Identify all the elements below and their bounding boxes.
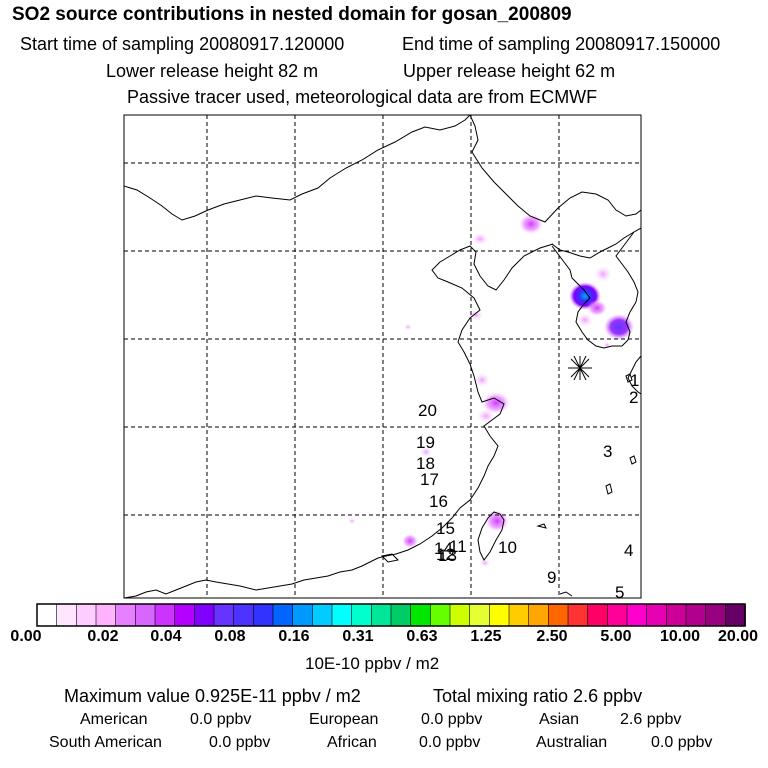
region-south-american-value: 0.0 ppbv <box>209 734 271 751</box>
colorbar-tick: 2.50 <box>536 628 568 645</box>
colorbar-cell <box>292 603 314 627</box>
region-african-value: 0.0 ppbv <box>419 734 481 751</box>
traj-label: 9 <box>547 568 556 587</box>
upper-release-height: Upper release height 62 m <box>403 61 616 81</box>
concentration-field <box>348 214 634 567</box>
colorbar-cell <box>646 603 668 627</box>
colorbar-cell <box>115 603 137 627</box>
map-title: SO2 source contributions in nested domai… <box>12 4 572 25</box>
colorbar <box>36 603 746 627</box>
traj-label: 11 <box>449 537 467 556</box>
colorbar-cell <box>371 603 392 627</box>
traj-label: 13 <box>438 546 457 565</box>
colorbar-frame <box>36 603 746 627</box>
traj-label: 20 <box>418 401 437 420</box>
colorbar-cell <box>272 603 294 627</box>
traj-label: 19 <box>416 433 435 452</box>
region-australian-value: 0.0 ppbv <box>651 734 713 751</box>
colorbar-tick: 0.04 <box>150 628 182 645</box>
colorbar-cell <box>567 603 589 627</box>
colorbar-cell <box>430 603 451 627</box>
colorbar-tick: 0.00 <box>10 628 42 645</box>
traj-label: 17 <box>420 470 439 489</box>
colorbar-tick: 20.00 <box>717 628 759 645</box>
colorbar-cell <box>469 603 491 627</box>
colorbar-cell <box>312 603 333 627</box>
colorbar-cell <box>449 603 471 627</box>
region-european-value: 0.0 ppbv <box>421 711 483 728</box>
colorbar-cell <box>95 603 117 627</box>
colorbar-cell <box>705 603 727 627</box>
colorbar-cell <box>76 603 97 627</box>
colorbar-tick: 0.31 <box>342 628 374 645</box>
colorbar-tick: 0.02 <box>87 628 119 645</box>
start-time: Start time of sampling 20080917.120000 <box>20 34 345 54</box>
colorbar-cell <box>607 603 628 627</box>
colorbar-cell <box>253 603 274 627</box>
colorbar-cell <box>725 603 746 627</box>
colorbar-cell <box>213 603 235 627</box>
region-australian: Australian <box>536 734 608 751</box>
colorbar-tick: 0.16 <box>278 628 310 645</box>
colorbar-cell <box>528 603 550 627</box>
colorbar-cell <box>135 603 156 627</box>
traj-label: 4 <box>624 541 633 560</box>
region-african: African <box>327 734 377 751</box>
region-asian: Asian <box>539 711 580 728</box>
colorbar-cell <box>331 603 353 627</box>
colorbar-cell <box>626 603 648 627</box>
end-time: End time of sampling 20080917.150000 <box>402 34 721 54</box>
map-frame <box>123 114 642 599</box>
colorbar-cell <box>548 603 569 627</box>
colorbar-tick: 0.63 <box>406 628 438 645</box>
colorbar-cell <box>36 603 58 627</box>
region-american-value: 0.0 ppbv <box>190 711 252 728</box>
colorbar-tick: 1.25 <box>470 628 502 645</box>
tracer-note: Passive tracer used, meteorological data… <box>127 87 598 107</box>
colorbar-tick: 5.00 <box>600 628 632 645</box>
colorbar-cell <box>587 603 609 627</box>
colorbar-cell <box>390 603 412 627</box>
traj-label: 16 <box>429 492 448 511</box>
region-south-american: South American <box>49 734 162 751</box>
colorbar-cell <box>154 603 176 627</box>
traj-label: 2 <box>629 388 638 407</box>
colorbar-cell <box>351 603 373 627</box>
colorbar-cell <box>194 603 215 627</box>
colorbar-cell <box>410 603 432 627</box>
lower-release-height: Lower release height 82 m <box>106 61 319 81</box>
maximum-value: Maximum value 0.925E-11 ppbv / m2 <box>64 686 361 706</box>
colorbar-cell <box>233 603 255 627</box>
colorbar-cell <box>508 603 530 627</box>
colorbar-tick: 10.00 <box>659 628 701 645</box>
colorbar-cell <box>489 603 510 627</box>
colorbar-unit: 10E-10 ppbv / m2 <box>305 654 440 673</box>
receptor-star-icon <box>568 355 592 381</box>
colorbar-cell <box>685 603 707 627</box>
traj-label: 18 <box>416 454 435 473</box>
colorbar-cell <box>56 603 78 627</box>
traj-label: 12 <box>436 545 455 564</box>
traj-label: 14 <box>434 539 453 558</box>
traj-label: 3 <box>603 442 612 461</box>
traj-label: 1 <box>630 371 639 390</box>
colorbar-cell <box>666 603 687 627</box>
region-european: European <box>309 711 379 728</box>
traj-label: 5 <box>615 583 624 602</box>
colorbar-tick: 0.08 <box>214 628 246 645</box>
graticule <box>124 115 641 598</box>
colorbar-cell <box>174 603 196 627</box>
region-asian-value: 2.6 ppbv <box>620 711 682 728</box>
traj-label: 10 <box>498 538 517 557</box>
total-mixing-ratio: Total mixing ratio 2.6 ppbv <box>433 686 643 706</box>
coastlines <box>124 115 641 598</box>
region-american: American <box>80 711 148 728</box>
traj-label: 15 <box>436 519 455 538</box>
